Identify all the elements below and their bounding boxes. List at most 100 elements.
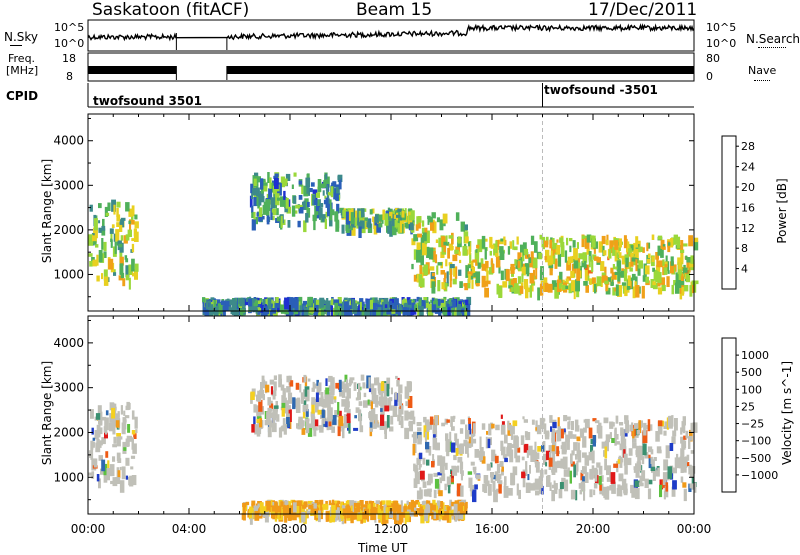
velocity-echo-cell <box>330 377 335 391</box>
power-echo-cell <box>581 235 586 239</box>
power-echo-cell <box>660 248 664 258</box>
velocity-echo-cell <box>283 505 288 513</box>
velocity-echo-cell <box>399 506 404 514</box>
power-echo-cell <box>96 275 100 282</box>
velocity-echo-cell <box>590 438 594 444</box>
velocity-echo-cell <box>281 402 286 408</box>
velocity-echo-cell <box>579 489 583 495</box>
velocity-echo-cell <box>534 441 537 454</box>
power-echo-cell <box>652 267 655 272</box>
power-echo-cell <box>566 260 572 271</box>
velocity-echo-cell <box>303 400 307 406</box>
power-echo-cell <box>434 254 438 264</box>
velocity-echo-cell <box>558 488 563 499</box>
power-echo-cell <box>103 241 107 252</box>
velocity-echo-cell <box>566 416 571 420</box>
power-echo-cell <box>437 262 443 266</box>
velocity-echo-cell <box>372 390 377 396</box>
velocity-echo-cell <box>344 401 350 411</box>
velocity-echo-cell <box>446 512 452 523</box>
power-echo-cell <box>373 299 378 304</box>
power-echo-cell <box>426 246 430 258</box>
power-echo-cell <box>461 302 464 306</box>
power-echo-cell <box>272 300 275 309</box>
velocity-echo-cell <box>313 427 317 437</box>
nave-tick-high: 80 <box>706 52 720 65</box>
velocity-echo-cell <box>611 481 616 494</box>
power-echo-cell <box>407 303 411 312</box>
velocity-echo-cell <box>107 460 110 469</box>
velocity-echo-cell <box>91 471 95 479</box>
velocity-echo-cell <box>420 512 425 524</box>
velocity-echo-cell <box>278 427 283 438</box>
velocity-echo-cell <box>498 484 502 494</box>
power-echo-cell <box>485 261 489 269</box>
power-echo-cell <box>449 275 452 288</box>
power-echo-cell <box>306 183 310 194</box>
velocity-echo-cell <box>650 466 656 471</box>
power-echo-cell <box>675 272 680 286</box>
power-echo-cell <box>315 203 321 212</box>
power-echo-cell <box>615 266 618 270</box>
power-echo-cell <box>321 214 326 222</box>
velocity-echo-cell <box>680 460 684 473</box>
power-echo-cell <box>646 258 651 264</box>
velocity-echo-cell <box>112 477 118 487</box>
velocity-echo-cell <box>298 416 303 425</box>
velocity-echo-cell <box>510 434 513 440</box>
velocity-panel-bg <box>88 316 694 514</box>
velocity-echo-cell <box>329 395 334 405</box>
power-echo-cell <box>611 272 616 280</box>
power-echo-cell <box>392 210 396 216</box>
velocity-echo-cell <box>357 392 361 401</box>
power-echo-cell <box>690 255 695 264</box>
velocity-echo-cell <box>444 462 448 470</box>
power-echo-cell <box>608 248 612 259</box>
power-echo-cell <box>539 270 544 281</box>
velocity-echo-cell <box>277 505 282 516</box>
power-echo-cell <box>116 222 120 227</box>
power-echo-cell <box>651 256 655 262</box>
velocity-echo-cell <box>321 419 324 430</box>
power-echo-cell <box>655 270 659 283</box>
velocity-echo-cell <box>573 442 578 451</box>
velocity-echo-cell <box>254 424 257 435</box>
power-echo-cell <box>304 198 309 210</box>
velocity-echo-cell <box>323 503 329 510</box>
power-echo-cell <box>612 287 616 296</box>
velocity-echo-cell <box>112 444 117 448</box>
power-echo-cell <box>493 243 496 256</box>
power-echo-cell <box>259 196 265 203</box>
velocity-echo-cell <box>308 504 313 509</box>
velocity-echo-cell <box>664 421 668 428</box>
velocity-echo-cell <box>251 500 256 506</box>
power-echo-cell <box>498 239 503 245</box>
velocity-echo-cell <box>370 401 373 410</box>
power-echo-cell <box>359 221 363 227</box>
velocity-colorbar-tick-label: 100 <box>741 383 762 396</box>
power-echo-cell <box>393 304 398 312</box>
velocity-ytick-label: 3000 <box>53 381 84 395</box>
velocity-echo-cell <box>562 456 568 469</box>
power-echo-cell <box>334 302 339 316</box>
velocity-echo-cell <box>534 455 538 464</box>
velocity-echo-cell <box>499 461 504 467</box>
velocity-echo-cell <box>509 449 514 463</box>
power-echo-cell <box>418 274 422 287</box>
velocity-echo-cell <box>575 454 578 460</box>
beam-title: Beam 15 <box>356 0 433 20</box>
power-echo-cell <box>352 303 357 314</box>
power-echo-cell <box>652 281 656 286</box>
velocity-echo-cell <box>534 452 540 460</box>
velocity-echo-cell <box>346 504 351 516</box>
velocity-echo-cell <box>460 470 464 476</box>
power-echo-cell <box>89 261 93 267</box>
velocity-echo-cell <box>574 419 579 432</box>
power-echo-cell <box>336 220 340 229</box>
power-echo-cell <box>261 178 266 182</box>
velocity-echo-cell <box>636 461 642 472</box>
velocity-echo-cell <box>450 420 453 427</box>
power-echo-cell <box>113 272 117 276</box>
power-echo-cell <box>303 185 309 197</box>
power-echo-cell <box>457 238 462 243</box>
